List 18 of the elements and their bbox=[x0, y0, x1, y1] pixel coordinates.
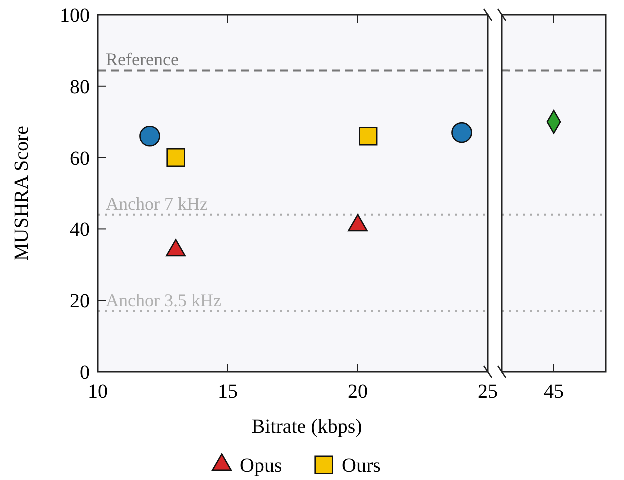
y-tick-label: 80 bbox=[70, 76, 90, 98]
y-tick-label: 40 bbox=[70, 219, 90, 242]
x-tick-label: 20 bbox=[348, 381, 368, 403]
x-tick-label: 25 bbox=[478, 381, 498, 403]
ref-line-label: Reference bbox=[106, 50, 179, 70]
legend-label: Opus bbox=[240, 455, 282, 477]
y-tick-label: 0 bbox=[80, 362, 90, 384]
x-tick-label: 10 bbox=[88, 381, 108, 403]
x-axis-title: Bitrate (kbps) bbox=[252, 416, 362, 438]
x-tick-label: 15 bbox=[218, 381, 238, 403]
y-axis-title: MUSHRA Score bbox=[11, 126, 33, 262]
x-tick-label: 45 bbox=[544, 381, 564, 403]
y-tick-label: 20 bbox=[70, 290, 90, 313]
ref-line-label: Anchor 3.5 kHz bbox=[106, 290, 222, 310]
y-tick-label: 100 bbox=[60, 5, 90, 27]
y-tick-label: 60 bbox=[70, 148, 90, 170]
ref-line-label: Anchor 7 kHz bbox=[106, 194, 208, 214]
legend-label: Ours bbox=[342, 455, 382, 477]
